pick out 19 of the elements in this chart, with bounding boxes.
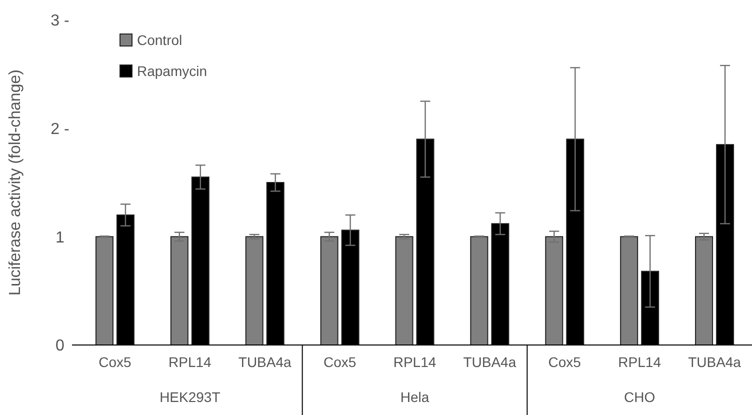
y-tick-label: 0 (56, 338, 65, 355)
x-tick-label: TUBA4a (238, 354, 292, 370)
legend-label: Control (137, 32, 182, 48)
y-tick-label: 1 (56, 229, 65, 246)
y-axis-title: Luciferase activity (fold-change) (7, 70, 24, 296)
x-tick-label: Cox5 (98, 354, 132, 370)
text: HEK293T (160, 389, 221, 405)
text: CHO (624, 389, 656, 405)
text: Hela (400, 389, 430, 405)
x-tick-label: Cox5 (548, 354, 582, 370)
x-tick-label: TUBA4a (688, 354, 742, 370)
x-tick-label: RPL14 (393, 354, 436, 370)
x-tick-label: RPL14 (168, 354, 212, 370)
legend-label: Rapamycin (137, 62, 208, 79)
y-tick-label: 3 - (50, 12, 70, 30)
x-tick-label: RPL14 (618, 354, 662, 370)
y-tick-label: 2 - (50, 120, 70, 138)
x-tick-label: Cox5 (323, 354, 356, 370)
x-tick-label: TUBA4a (463, 354, 516, 370)
